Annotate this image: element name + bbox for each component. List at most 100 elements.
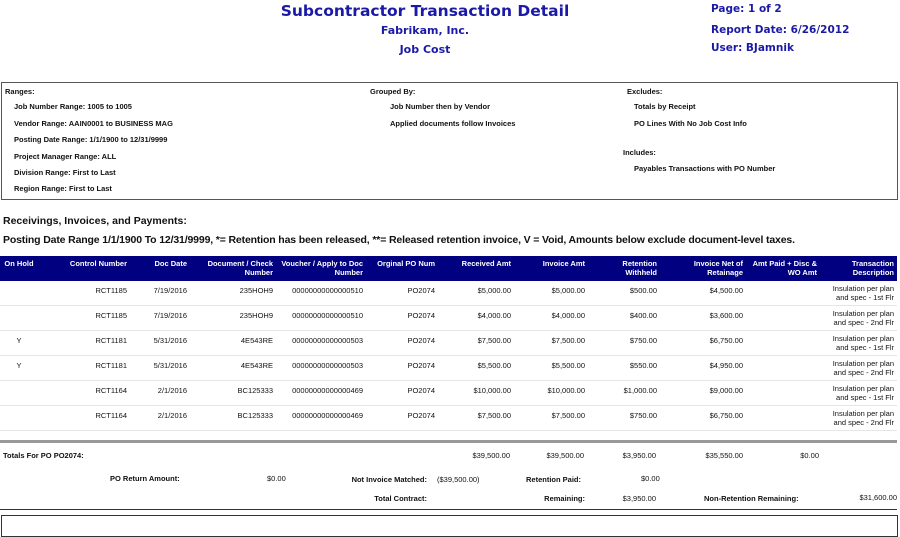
table-cell: 4E543RE bbox=[190, 330, 276, 356]
table-row: RCT1164 2/1/2016 BC125333 00000000000000469… bbox=[0, 380, 897, 406]
table-cell: 00000000000000469 bbox=[276, 380, 366, 406]
table-cell: 00000000000000510 bbox=[276, 305, 366, 331]
table-cell: PO2074 bbox=[366, 330, 438, 356]
column-header: Invoice Net of Retainage bbox=[660, 256, 746, 281]
total-contract-label: Total Contract: bbox=[374, 494, 427, 503]
table-cell: 00000000000000469 bbox=[276, 405, 366, 431]
table-cell bbox=[746, 305, 820, 331]
table-cell: PO2074 bbox=[366, 380, 438, 406]
table-cell: $6,750.00 bbox=[660, 330, 746, 356]
table-cell: RCT1164 bbox=[38, 380, 130, 406]
excludes-label: Excludes: bbox=[627, 87, 663, 96]
table-cell: Insulation per plan and spec - 2nd Flr bbox=[820, 305, 897, 331]
table-cell: $5,500.00 bbox=[438, 355, 514, 381]
table-cell: 00000000000000503 bbox=[276, 330, 366, 356]
table-cell: Insulation per plan and spec - 2nd Flr bbox=[820, 355, 897, 381]
po-return-value: $0.00 bbox=[267, 474, 286, 483]
table-cell: $4,000.00 bbox=[438, 305, 514, 331]
table-cell: Insulation per plan and spec - 1st Flr bbox=[820, 380, 897, 406]
table-cell: 00000000000000510 bbox=[276, 281, 366, 306]
table-cell: $5,500.00 bbox=[514, 355, 588, 381]
next-section-box bbox=[1, 515, 898, 537]
column-header: Received Amt bbox=[438, 256, 514, 281]
range-item: Project Manager Range: ALL bbox=[14, 152, 117, 161]
range-item: Job Number Range: 1005 to 1005 bbox=[14, 102, 132, 111]
remaining-label: Remaining: bbox=[544, 494, 585, 503]
excludes-item: Totals by Receipt bbox=[634, 102, 696, 111]
table-cell: 7/19/2016 bbox=[130, 305, 190, 331]
column-header: Orginal PO Num bbox=[366, 256, 438, 281]
table-cell: $10,000.00 bbox=[514, 380, 588, 406]
table-cell bbox=[746, 281, 820, 306]
table-cell: 235HOH9 bbox=[190, 305, 276, 331]
totals-divider bbox=[0, 440, 897, 443]
table-cell: $6,750.00 bbox=[660, 405, 746, 431]
table-cell: 5/31/2016 bbox=[130, 330, 190, 356]
column-header: Invoice Amt bbox=[514, 256, 588, 281]
totals-label: Totals For PO PO2074: bbox=[3, 451, 84, 460]
table-cell: $5,000.00 bbox=[438, 281, 514, 306]
not-matched-value: ($39,500.00) bbox=[437, 475, 480, 484]
table-cell: $7,500.00 bbox=[438, 330, 514, 356]
table-cell: $4,500.00 bbox=[660, 281, 746, 306]
table-cell: $500.00 bbox=[588, 281, 660, 306]
table-cell: PO2074 bbox=[366, 355, 438, 381]
table-cell bbox=[0, 380, 38, 406]
table-cell: Insulation per plan and spec - 2nd Flr bbox=[820, 405, 897, 431]
table-cell: $7,500.00 bbox=[438, 405, 514, 431]
transactions-table: On Hold Control Number Doc Date Document / … bbox=[0, 256, 897, 431]
table-row: RCT1185 7/19/2016 235HOH9 00000000000000510… bbox=[0, 281, 897, 306]
table-row: RCT1185 7/19/2016 235HOH9 00000000000000510… bbox=[0, 305, 897, 331]
report-date: Report Date: 6/26/2012 bbox=[711, 24, 850, 36]
table-cell: $5,000.00 bbox=[514, 281, 588, 306]
retention-paid-value: $0.00 bbox=[641, 474, 660, 483]
table-cell: $1,000.00 bbox=[588, 380, 660, 406]
column-header: Doc Date bbox=[130, 256, 190, 281]
table-cell bbox=[746, 330, 820, 356]
table-cell: $4,000.00 bbox=[514, 305, 588, 331]
report-user: User: BJamnik bbox=[711, 42, 794, 54]
non-retention-value: $31,600.00 bbox=[859, 493, 897, 502]
range-item: Posting Date Range: 1/1/1900 to 12/31/99… bbox=[14, 135, 168, 144]
ranges-label: Ranges: bbox=[5, 87, 35, 96]
table-cell: $750.00 bbox=[588, 405, 660, 431]
table-cell: $400.00 bbox=[588, 305, 660, 331]
column-header: Control Number bbox=[38, 256, 130, 281]
column-header: Transaction Description bbox=[820, 256, 897, 281]
table-cell: 2/1/2016 bbox=[130, 405, 190, 431]
table-cell: RCT1181 bbox=[38, 330, 130, 356]
table-cell: $7,500.00 bbox=[514, 405, 588, 431]
po-return-label: PO Return Amount: bbox=[110, 474, 180, 483]
table-cell: Insulation per plan and spec - 1st Flr bbox=[820, 281, 897, 306]
company-name: Fabrikam, Inc. bbox=[380, 24, 470, 37]
table-cell: RCT1185 bbox=[38, 281, 130, 306]
grouped-item: Job Number then by Vendor bbox=[390, 102, 491, 111]
table-row: Y RCT1181 5/31/2016 4E543RE 0000000000000050… bbox=[0, 355, 897, 381]
table-cell: PO2074 bbox=[366, 281, 438, 306]
grouped-item: Applied documents follow Invoices bbox=[390, 119, 516, 128]
table-cell: PO2074 bbox=[366, 405, 438, 431]
column-header: Document / Check Number bbox=[190, 256, 276, 281]
table-cell bbox=[746, 355, 820, 381]
table-header-row: On Hold Control Number Doc Date Document / … bbox=[0, 256, 897, 281]
total-invoice: $39,500.00 bbox=[546, 451, 584, 460]
table-cell: $4,950.00 bbox=[660, 355, 746, 381]
table-row: Y RCT1181 5/31/2016 4E543RE 0000000000000050… bbox=[0, 330, 897, 356]
table-cell: 7/19/2016 bbox=[130, 281, 190, 306]
criteria-box: Ranges: Job Number Range: 1005 to 1005 V… bbox=[1, 82, 898, 200]
not-matched-label: Not Invoice Matched: bbox=[351, 475, 427, 484]
module-name: Job Cost bbox=[399, 43, 451, 56]
table-cell: 235HOH9 bbox=[190, 281, 276, 306]
table-cell bbox=[0, 305, 38, 331]
table-cell: BC125333 bbox=[190, 380, 276, 406]
section-heading: Receivings, Invoices, and Payments: bbox=[3, 215, 187, 227]
table-cell: Y bbox=[0, 330, 38, 356]
table-cell: BC125333 bbox=[190, 405, 276, 431]
range-item: Vendor Range: AAIN0001 to BUSINESS MAG bbox=[14, 119, 173, 128]
total-received: $39,500.00 bbox=[472, 451, 510, 460]
grouped-label: Grouped By: bbox=[370, 87, 416, 96]
table-cell: RCT1181 bbox=[38, 355, 130, 381]
column-header: Amt Paid + Disc & WO Amt bbox=[746, 256, 820, 281]
table-cell: 00000000000000503 bbox=[276, 355, 366, 381]
table-cell: $9,000.00 bbox=[660, 380, 746, 406]
